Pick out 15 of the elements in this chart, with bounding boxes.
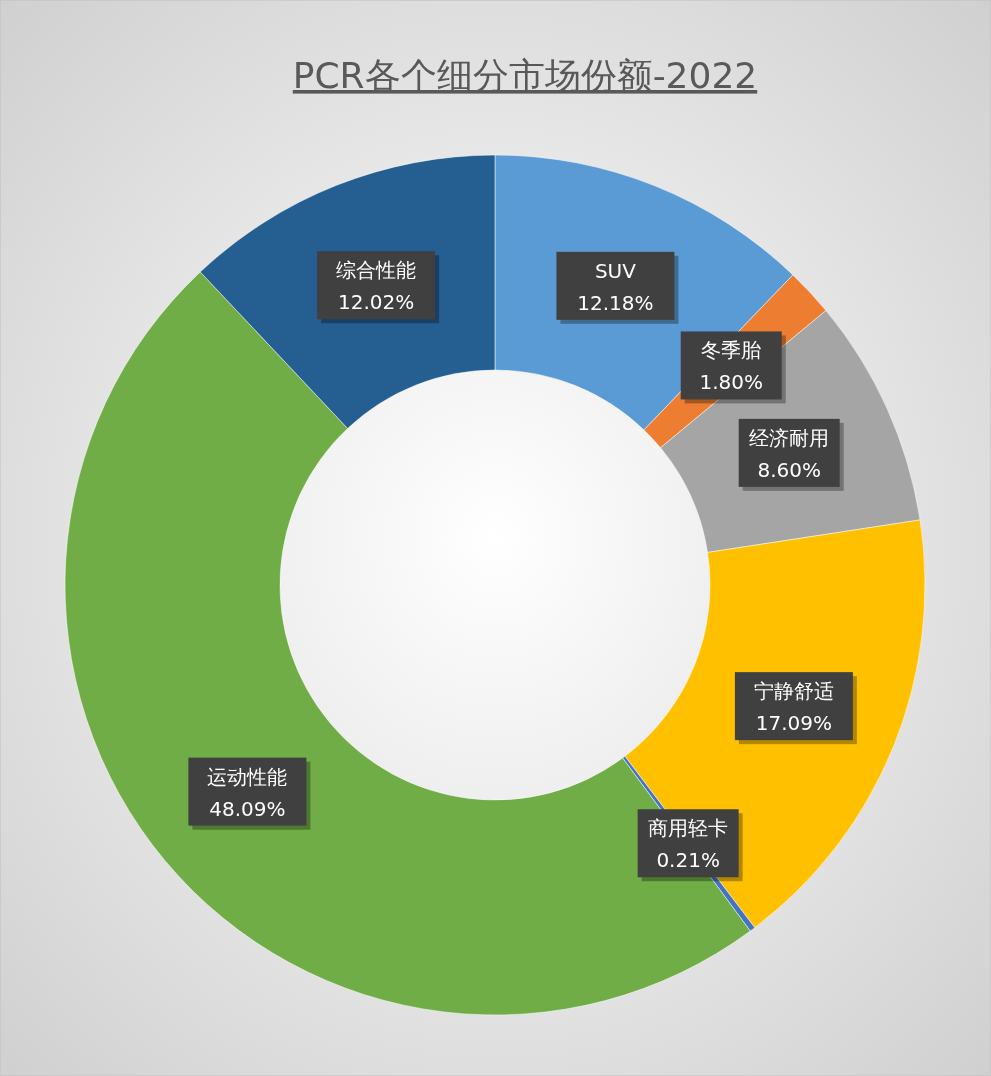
data-label: 17.09% [755,711,833,736]
slice-label: 冬季胎 [701,338,762,363]
chart-title: PCR各个细分市场份额-2022 [292,55,758,96]
slice-label: 商用轻卡 [648,816,729,841]
data-label: 12.18% [577,290,654,315]
slice-label: SUV [594,258,637,283]
slice-label: 宁静舒适 [753,679,834,704]
data-label: 0.21% [656,848,720,873]
slice-label: 经济耐用 [749,425,830,450]
data-label: 8.60% [757,457,821,482]
data-label: 1.80% [699,370,763,395]
slice-label: 运动性能 [207,764,288,789]
slice-label: 综合性能 [336,258,417,283]
data-label: 12.02% [337,290,415,315]
data-label: 48.09% [209,796,286,821]
